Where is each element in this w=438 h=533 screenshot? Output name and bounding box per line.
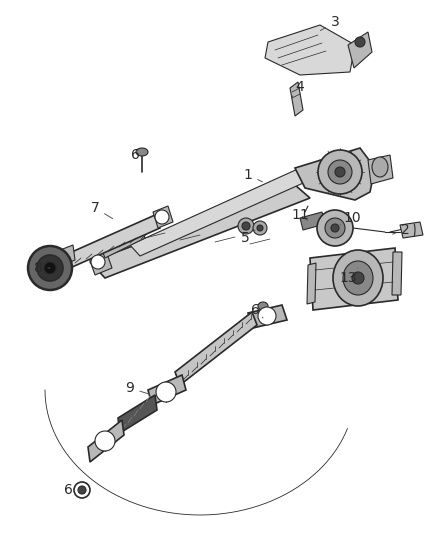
Text: 5: 5 xyxy=(240,230,255,245)
Polygon shape xyxy=(118,395,157,433)
Text: 6: 6 xyxy=(251,303,263,318)
Text: 13: 13 xyxy=(339,268,358,285)
Ellipse shape xyxy=(44,262,56,274)
Text: 9: 9 xyxy=(126,381,149,395)
Text: 10: 10 xyxy=(340,211,361,225)
Ellipse shape xyxy=(258,307,276,325)
Ellipse shape xyxy=(372,157,388,177)
Text: 1: 1 xyxy=(244,168,262,182)
Ellipse shape xyxy=(335,167,345,177)
Text: 6: 6 xyxy=(131,148,142,165)
Text: 4: 4 xyxy=(292,80,304,97)
Ellipse shape xyxy=(95,431,115,451)
Polygon shape xyxy=(148,375,186,405)
Polygon shape xyxy=(265,25,355,75)
Polygon shape xyxy=(248,305,287,328)
Ellipse shape xyxy=(242,222,250,230)
Ellipse shape xyxy=(318,150,362,194)
Text: 3: 3 xyxy=(320,15,339,30)
Text: 6: 6 xyxy=(64,483,80,497)
Polygon shape xyxy=(65,215,160,268)
Ellipse shape xyxy=(28,246,72,290)
Polygon shape xyxy=(55,245,75,267)
Polygon shape xyxy=(90,185,310,278)
Polygon shape xyxy=(88,248,112,275)
Ellipse shape xyxy=(258,302,268,310)
Ellipse shape xyxy=(74,482,90,498)
Ellipse shape xyxy=(253,221,267,235)
Polygon shape xyxy=(290,82,303,116)
Ellipse shape xyxy=(257,225,263,231)
Polygon shape xyxy=(88,420,124,462)
Ellipse shape xyxy=(136,148,148,156)
Ellipse shape xyxy=(352,272,364,284)
Ellipse shape xyxy=(343,261,373,295)
Polygon shape xyxy=(300,212,325,230)
Ellipse shape xyxy=(317,210,353,246)
Ellipse shape xyxy=(37,255,63,281)
Polygon shape xyxy=(130,168,310,256)
Ellipse shape xyxy=(156,382,176,402)
Text: 2: 2 xyxy=(392,223,410,237)
Ellipse shape xyxy=(91,255,105,269)
Polygon shape xyxy=(307,263,316,304)
Polygon shape xyxy=(295,148,375,200)
Ellipse shape xyxy=(78,486,86,494)
Ellipse shape xyxy=(328,160,352,184)
Polygon shape xyxy=(368,155,393,184)
Text: 7: 7 xyxy=(91,201,113,219)
Polygon shape xyxy=(153,206,173,228)
Polygon shape xyxy=(400,222,423,238)
Polygon shape xyxy=(392,252,402,295)
Ellipse shape xyxy=(355,37,365,47)
Polygon shape xyxy=(100,225,145,258)
Ellipse shape xyxy=(333,250,383,306)
Ellipse shape xyxy=(238,218,254,234)
Polygon shape xyxy=(310,248,398,310)
Ellipse shape xyxy=(325,218,345,238)
Text: 11: 11 xyxy=(291,208,309,222)
Text: 8: 8 xyxy=(34,261,50,275)
Ellipse shape xyxy=(155,210,169,224)
Polygon shape xyxy=(175,312,257,385)
Ellipse shape xyxy=(331,224,339,232)
Polygon shape xyxy=(348,32,372,68)
